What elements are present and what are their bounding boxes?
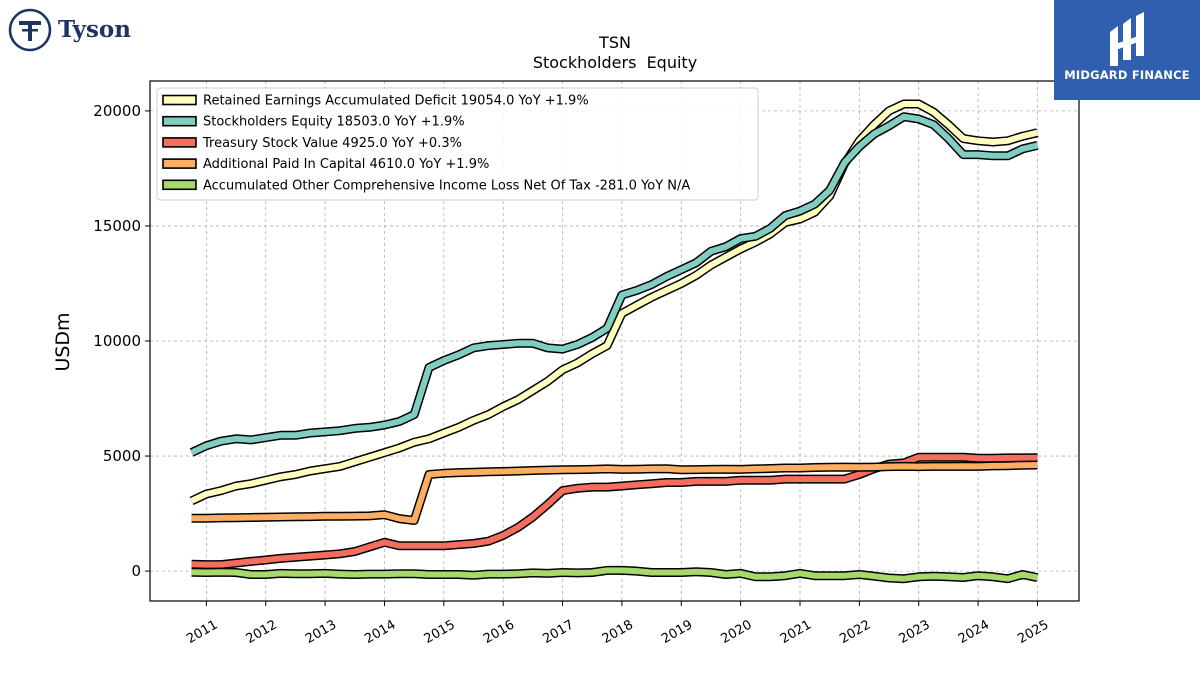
legend-item: Stockholders Equity 18503.0 YoY +1.9%	[162, 115, 465, 130]
x-tick-label: 2015	[422, 617, 458, 647]
legend: Retained Earnings Accumulated Deficit 19…	[156, 87, 759, 201]
midgard-finance-logo: MIDGARD FINANCE	[1054, 0, 1200, 100]
series-stroke	[191, 462, 1038, 524]
series-stroke	[191, 567, 1039, 582]
legend-swatch	[162, 158, 197, 169]
legend-swatch	[162, 115, 197, 127]
x-axis-ticks: 2011 2012 2013 2014 2015 2016 2017 2018 2019 2020…	[184, 601, 1051, 647]
legend-item: Additional Paid In Capital 4610.0 YoY +1…	[162, 157, 489, 172]
x-tick-label: 2011	[184, 617, 220, 647]
y-axis-ticks: 0 5000 10000 15000 20000	[93, 102, 150, 580]
y-axis-label: USDm	[52, 312, 74, 371]
x-tick-label: 2025	[1015, 617, 1051, 647]
legend-swatch	[162, 137, 197, 148]
y-tick-label: 20000	[93, 102, 141, 120]
legend-swatch	[162, 179, 197, 191]
x-tick-label: 2018	[600, 617, 636, 647]
legend-item: Treasury Stock Value 4925.0 YoY +0.3%	[162, 136, 462, 151]
x-tick-label: 2023	[897, 617, 933, 647]
legend-label: Treasury Stock Value 4925.0 YoY +0.3%	[202, 136, 462, 151]
x-tick-label: 2013	[303, 617, 339, 647]
x-tick-label: 2016	[481, 617, 517, 647]
tyson-emblem-icon	[8, 8, 52, 52]
series-stroke	[190, 101, 1039, 504]
x-tick-label: 2019	[659, 617, 695, 647]
y-tick-label: 10000	[93, 332, 141, 350]
x-tick-label: 2020	[718, 617, 754, 647]
legend-item: Retained Earnings Accumulated Deficit 19…	[162, 94, 589, 109]
series-lines	[189, 99, 1039, 584]
x-tick-label: 2022	[837, 617, 873, 647]
series-4-line	[191, 565, 1039, 584]
legend-box	[156, 87, 759, 201]
y-tick-label: 0	[131, 562, 141, 580]
series-3-line	[191, 460, 1038, 525]
publisher-name: MIDGARD FINANCE	[1064, 68, 1190, 82]
y-tick-label: 15000	[93, 217, 141, 235]
x-tick-label: 2012	[244, 617, 280, 647]
x-tick-label: 2014	[362, 617, 398, 647]
series-1-line	[189, 112, 1039, 457]
legend-label: Additional Paid In Capital 4610.0 YoY +1…	[203, 157, 489, 172]
x-tick-label: 2024	[956, 617, 992, 647]
x-tick-label: 2021	[778, 617, 814, 647]
y-tick-label: 5000	[103, 447, 141, 465]
series-stroke	[190, 113, 1039, 456]
legend-swatch	[162, 94, 197, 106]
chart-subtitle: Stockholders Equity	[533, 53, 697, 72]
legend-label: Accumulated Other Comprehensive Income L…	[203, 178, 690, 193]
legend-item: Accumulated Other Comprehensive Income L…	[162, 178, 690, 193]
company-name: Tyson	[58, 16, 131, 43]
tyson-logo: Tyson	[8, 8, 148, 54]
legend-label: Retained Earnings Accumulated Deficit 19…	[203, 94, 589, 109]
x-tick-label: 2017	[540, 617, 576, 647]
series-0-line	[189, 99, 1039, 505]
chart-title: TSN	[598, 33, 631, 52]
legend-label: Stockholders Equity 18503.0 YoY +1.9%	[203, 115, 465, 130]
midgard-emblem-icon	[1110, 12, 1144, 66]
